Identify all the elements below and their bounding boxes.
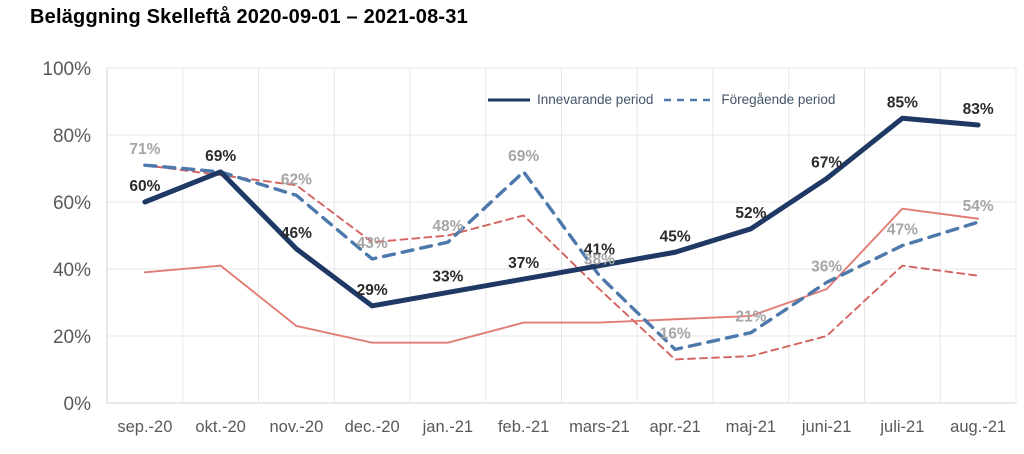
x-tick-label: maj-21 [726,418,776,436]
data-label: 38% [584,252,615,269]
data-label: 21% [735,309,766,326]
y-tick-label: 100% [42,59,91,80]
y-tick-label: 80% [53,126,91,147]
data-label: 45% [660,228,691,245]
series-line [143,164,980,361]
data-label: 33% [432,268,463,285]
data-label: 36% [811,258,842,275]
y-tick-label: 0% [64,394,92,415]
x-tick-label: okt.-20 [195,418,245,436]
data-label: 71% [129,141,160,158]
data-label: 41% [584,242,615,259]
data-label: 48% [432,218,463,235]
y-tick-label: 20% [53,327,91,348]
data-label: 83% [963,101,994,118]
y-tick-label: 40% [53,260,91,281]
solid-line-sample-icon [488,98,530,101]
dashed-line-sample-icon [664,98,715,101]
x-tick-label: aug.-21 [950,418,1006,436]
data-label: 37% [508,255,539,272]
data-label: 54% [963,198,994,215]
data-label: 29% [357,282,388,299]
x-tick-label: sep.-20 [117,418,172,436]
x-tick-label: apr.-21 [649,418,700,436]
chart-title: Beläggning Skelleftå 2020-09-01 – 2021-0… [30,6,468,28]
data-label: 60% [129,178,160,195]
data-label: 69% [508,148,539,165]
x-tick-label: jan.-21 [422,418,473,436]
legend-item-current: Innevarande period [487,92,653,107]
y-tick-label: 60% [53,193,91,214]
x-tick-label: dec.-20 [345,418,400,436]
data-label: 67% [811,155,842,172]
x-tick-label: feb.-21 [498,418,549,436]
data-label: 43% [357,235,388,252]
data-label: 52% [735,205,766,222]
x-tick-label: mars-21 [569,418,630,436]
data-label: 47% [887,222,918,239]
legend-item-previous: Föregående period [663,92,835,107]
chart-legend: Innevarande period Föregående period [487,92,835,107]
series-line [142,115,981,309]
data-label: 16% [660,325,691,342]
x-tick-label: juni-21 [801,418,852,436]
series-line [143,207,980,344]
data-label: 62% [281,171,312,188]
data-label: 69% [205,148,236,165]
data-label: 85% [887,94,918,111]
data-label: 46% [281,225,312,242]
legend-label-previous: Föregående period [721,92,836,107]
legend-label-current: Innevarande period [537,92,654,107]
x-tick-label: juli-21 [879,418,924,436]
series-line [143,163,980,352]
x-tick-label: nov.-20 [269,418,323,436]
